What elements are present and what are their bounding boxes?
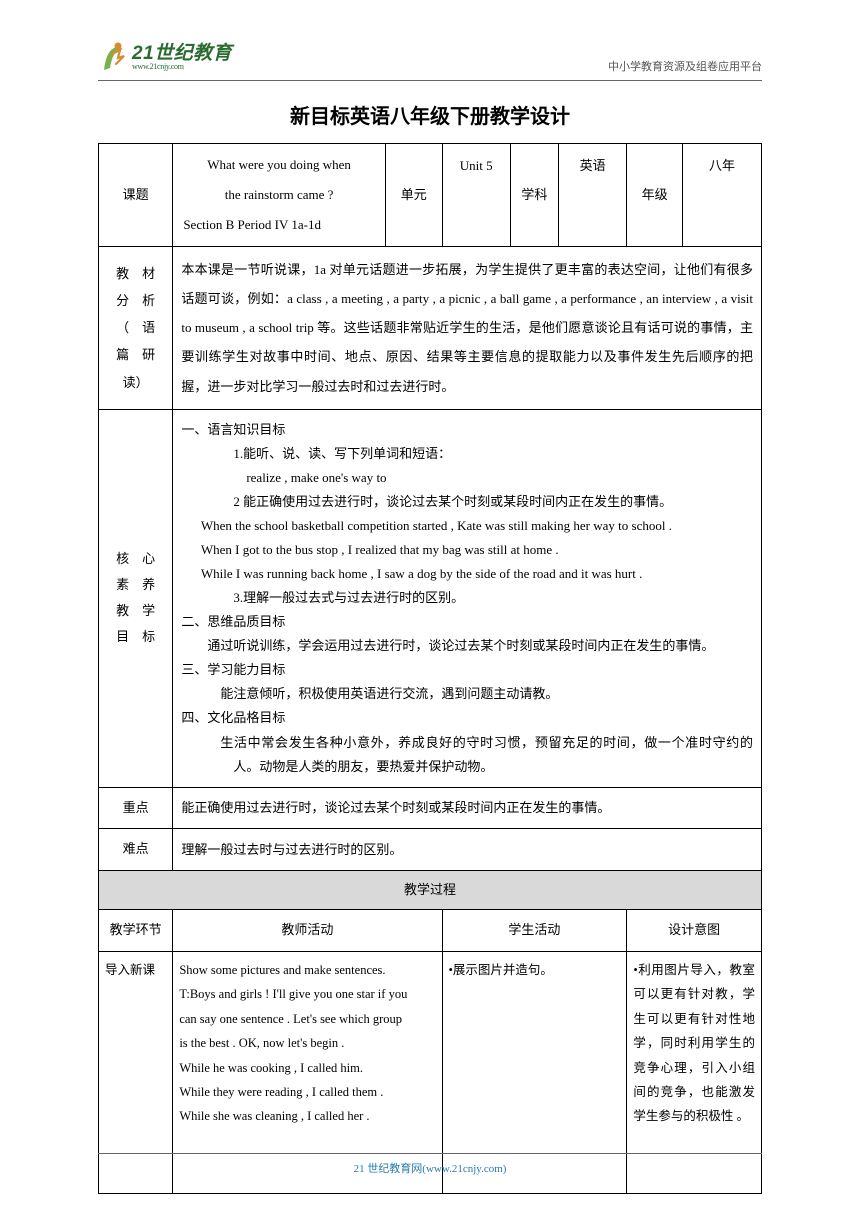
material-row: 教 材分 析（ 语篇 研读） 本本课是一节听说课，1a 对单元话题进一步拓展，为… [99, 246, 762, 409]
page-footer: 21 世纪教育网(www.21cnjy.com) [98, 1153, 762, 1176]
goals-h4: 四、文化品格目标 [181, 706, 753, 730]
info-row: 课题 What were you doing when the rainstor… [99, 144, 762, 247]
value-grade: 八年 [683, 144, 762, 247]
value-subject: 英语 [559, 144, 627, 247]
goals-l2: 2 能正确使用过去进行时，谈论过去某个时刻或某段时间内正在发生的事情。 [181, 490, 753, 514]
goals-s2: When I got to the bus stop , I realized … [181, 538, 753, 562]
goals-l1a: realize , make one's way to [181, 466, 753, 490]
goals-h2: 二、思维品质目标 [181, 610, 753, 634]
content: 新目标英语八年级下册教学设计 课题 What were you doing wh… [98, 100, 762, 1194]
label-subject: 学科 [510, 144, 558, 247]
material-text: 本本课是一节听说课，1a 对单元话题进一步拓展，为学生提供了更丰富的表达空间，让… [173, 246, 762, 409]
difficulty-text: 理解一般过去时与过去进行时的区别。 [173, 829, 762, 871]
goals-text: 一、语言知识目标 1.能听、说、读、写下列单词和短语： realize , ma… [173, 409, 762, 787]
difficulty-row: 难点 理解一般过去时与过去进行时的区别。 [99, 829, 762, 871]
goals-l3: 3.理解一般过去式与过去进行时的区别。 [181, 586, 753, 610]
label-grade: 年级 [627, 144, 683, 247]
header-right-text: 中小学教育资源及组卷应用平台 [608, 58, 762, 74]
goals-h1: 一、语言知识目标 [181, 418, 753, 442]
label-unit: 单元 [385, 144, 442, 247]
logo-text: 21世纪教育 www.21cnjy.com [132, 44, 232, 71]
proc-col3: 学生活动 [442, 910, 627, 952]
topic-line1: What were you doing when [177, 150, 381, 180]
keypoint-text: 能正确使用过去进行时，谈论过去某个时刻或某段时间内正在发生的事情。 [173, 787, 762, 829]
topic-line2: the rainstorm came ? [177, 180, 381, 210]
goals-t3: 能注意倾听，积极使用英语进行交流，遇到问题主动请教。 [181, 682, 753, 706]
goals-l1: 1.能听、说、读、写下列单词和短语： [181, 442, 753, 466]
label-material: 教 材分 析（ 语篇 研读） [99, 246, 173, 409]
page-header: 21世纪教育 www.21cnjy.com 中小学教育资源及组卷应用平台 [98, 40, 762, 81]
proc-col4: 设计意图 [627, 910, 762, 952]
lesson-plan-table: 课题 What were you doing when the rainstor… [98, 143, 762, 1194]
logo-main-text: 21世纪教育 [132, 44, 232, 63]
topic-line3: Section B Period IV 1a-1d [177, 210, 381, 240]
proc-col2: 教师活动 [173, 910, 442, 952]
topic-cell: What were you doing when the rainstorm c… [173, 144, 386, 247]
value-unit: Unit 5 [442, 144, 510, 247]
logo-sub-text: www.21cnjy.com [132, 63, 232, 71]
proc-col1: 教学环节 [99, 910, 173, 952]
goals-t4: 生活中常会发生各种小意外，养成良好的守时习惯，预留充足的时间，做一个准时守约的人… [194, 731, 753, 779]
logo-icon [98, 40, 128, 74]
goals-s1: When the school basketball competition s… [181, 514, 753, 538]
label-topic: 课题 [99, 144, 173, 247]
process-header-row: 教学过程 [99, 870, 762, 910]
keypoint-row: 重点 能正确使用过去进行时，谈论过去某个时刻或某段时间内正在发生的事情。 [99, 787, 762, 829]
label-goals: 核 心素 养教 学目 标 [99, 409, 173, 787]
goals-s3: While I was running back home , I saw a … [181, 562, 753, 586]
goals-t2: 通过听说训练，学会运用过去进行时，谈论过去某个时刻或某段时间内正在发生的事情。 [181, 634, 753, 658]
process-cols-row: 教学环节 教师活动 学生活动 设计意图 [99, 910, 762, 952]
logo: 21世纪教育 www.21cnjy.com [98, 40, 232, 74]
label-keypoint: 重点 [99, 787, 173, 829]
goals-row: 核 心素 养教 学目 标 一、语言知识目标 1.能听、说、读、写下列单词和短语：… [99, 409, 762, 787]
process-header: 教学过程 [99, 870, 762, 910]
page-title: 新目标英语八年级下册教学设计 [98, 100, 762, 129]
label-difficulty: 难点 [99, 829, 173, 871]
goals-h3: 三、学习能力目标 [181, 658, 753, 682]
